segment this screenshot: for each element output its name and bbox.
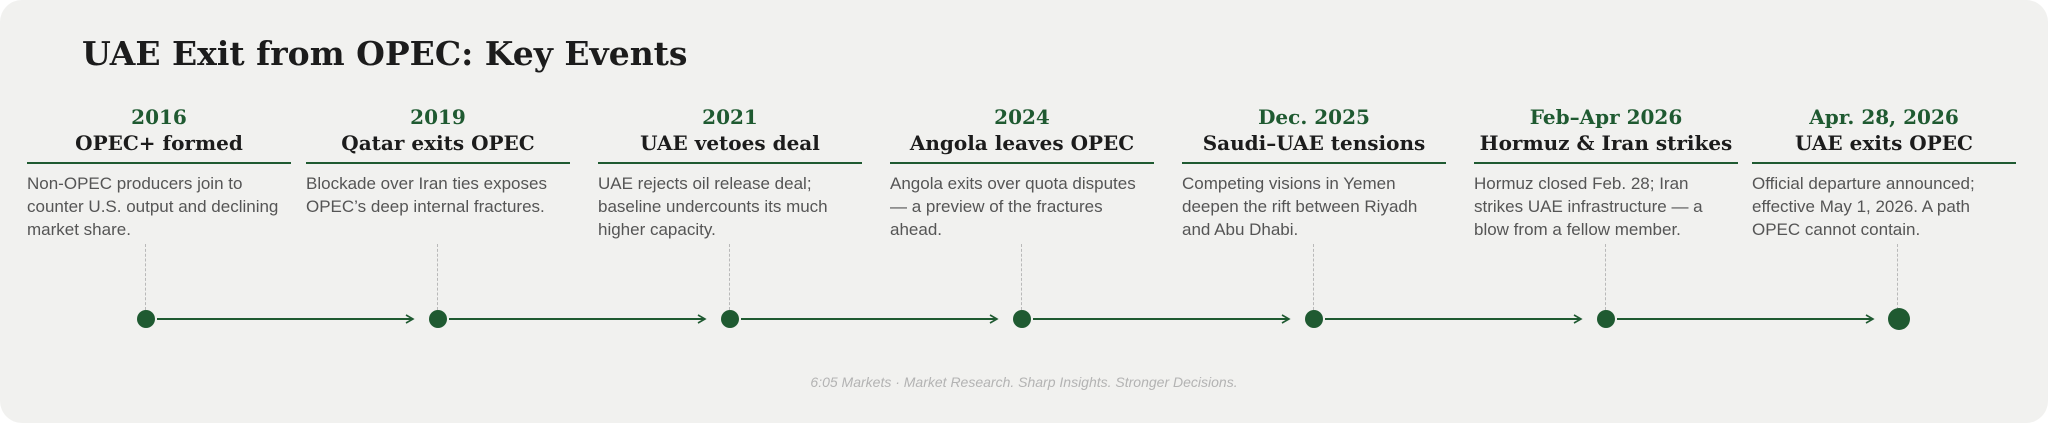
timeline-node-final xyxy=(1888,308,1910,330)
event-divider xyxy=(306,162,570,164)
event-connector xyxy=(1313,244,1314,310)
event-2024: 2024 Angola leaves OPEC Angola exits ove… xyxy=(890,104,1154,241)
footer-tagline: 6:05 Markets · Market Research. Sharp In… xyxy=(810,374,1238,390)
event-description: Official departure announced; effective … xyxy=(1752,174,1975,239)
event-feb-apr-2026: Feb–Apr 2026 Hormuz & Iran strikes Hormu… xyxy=(1474,104,1738,241)
event-connector xyxy=(729,244,730,310)
event-year: 2024 xyxy=(994,105,1050,129)
event-label: UAE vetoes deal xyxy=(640,131,820,155)
event-year: 2019 xyxy=(410,105,466,129)
event-dec-2025: Dec. 2025 Saudi–UAE tensions Competing v… xyxy=(1182,104,1446,241)
event-connector xyxy=(1897,244,1898,310)
timeline-node xyxy=(137,310,155,328)
timeline-node xyxy=(721,310,739,328)
event-label: Saudi–UAE tensions xyxy=(1202,131,1426,155)
event-label: UAE exits OPEC xyxy=(1795,131,1973,155)
event-year: 2016 xyxy=(131,105,187,129)
event-year: 2021 xyxy=(702,105,758,129)
event-divider xyxy=(1474,162,1738,164)
event-label: OPEC+ formed xyxy=(75,131,243,155)
event-year: Apr. 28, 2026 xyxy=(1809,105,1959,129)
event-divider xyxy=(27,162,291,164)
event-connector xyxy=(1021,244,1022,310)
event-label: Angola leaves OPEC xyxy=(909,131,1135,155)
event-connector xyxy=(437,244,438,310)
event-description: Blockade over Iran ties exposes OPEC’s d… xyxy=(306,174,547,216)
event-description: Non-OPEC producers join to counter U.S. … xyxy=(27,174,279,239)
timeline-node xyxy=(1597,310,1615,328)
event-description: Angola exits over quota disputes — a pre… xyxy=(890,174,1136,239)
event-divider xyxy=(1182,162,1446,164)
event-year: Dec. 2025 xyxy=(1258,105,1370,129)
event-year: Feb–Apr 2026 xyxy=(1529,105,1683,129)
event-apr-28-2026: Apr. 28, 2026 UAE exits OPEC Official de… xyxy=(1752,104,2016,241)
event-connector xyxy=(1605,244,1606,310)
event-2021: 2021 UAE vetoes deal UAE rejects oil rel… xyxy=(598,104,862,241)
event-label: Qatar exits OPEC xyxy=(341,131,535,155)
timeline-node xyxy=(429,310,447,328)
event-divider xyxy=(1752,162,2016,164)
event-connector xyxy=(145,244,146,310)
event-description: Competing visions in Yemen deepen the ri… xyxy=(1182,174,1418,239)
event-description: Hormuz closed Feb. 28; Iran strikes UAE … xyxy=(1474,174,1703,239)
event-description: UAE rejects oil release deal; baseline u… xyxy=(598,174,828,239)
event-divider xyxy=(598,162,862,164)
event-2019: 2019 Qatar exits OPEC Blockade over Iran… xyxy=(306,104,570,218)
page-title: UAE Exit from OPEC: Key Events xyxy=(82,34,688,73)
event-label: Hormuz & Iran strikes xyxy=(1479,131,1733,155)
timeline-node xyxy=(1305,310,1323,328)
event-2016: 2016 OPEC+ formed Non-OPEC producers joi… xyxy=(27,104,291,241)
timeline-node xyxy=(1013,310,1031,328)
event-divider xyxy=(890,162,1154,164)
